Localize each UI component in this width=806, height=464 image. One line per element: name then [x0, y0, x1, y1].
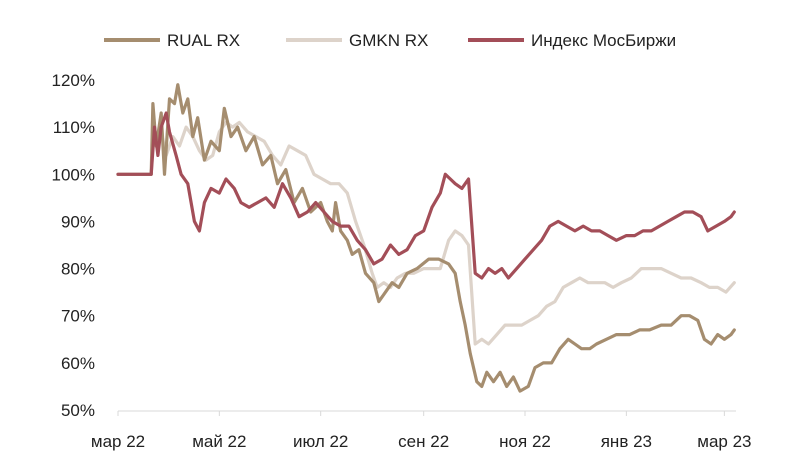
y-tick-label: 70% — [61, 307, 95, 326]
legend-label-1: GMKN RX — [349, 31, 428, 50]
legend: RUAL RX GMKN RX Индекс МосБиржи — [104, 31, 676, 50]
y-tick-label: 110% — [53, 118, 95, 137]
series-line-1 — [116, 120, 736, 346]
y-tick-label: 120% — [52, 71, 95, 90]
y-tick-label: 50% — [61, 401, 95, 420]
x-tick-label: сен 22 — [398, 432, 449, 451]
x-tick-label: июл 22 — [293, 432, 348, 451]
x-tick-label: май 22 — [192, 432, 246, 451]
x-tick-label: мар 22 — [91, 432, 145, 451]
x-axis: мар 22 май 22 июл 22 сен 22 ноя 22 янв 23 мар … — [91, 410, 751, 451]
x-tick-label: ноя 22 — [499, 432, 551, 451]
x-tick-label: янв 23 — [601, 432, 652, 451]
legend-label-2: Индекс МосБиржи — [531, 31, 676, 50]
y-tick-label: 80% — [61, 260, 95, 279]
y-tick-label: 90% — [61, 212, 95, 231]
y-axis: 50% 60% 70% 80% 90% 100% 110% 120% — [52, 71, 95, 420]
y-tick-label: 100% — [52, 165, 95, 184]
x-tick-label: мар 23 — [697, 432, 751, 451]
y-tick-label: 60% — [61, 354, 95, 373]
series-line-0 — [116, 83, 736, 393]
series-line-2 — [116, 111, 736, 280]
plot-area — [116, 83, 736, 393]
legend-label-0: RUAL RX — [167, 31, 240, 50]
